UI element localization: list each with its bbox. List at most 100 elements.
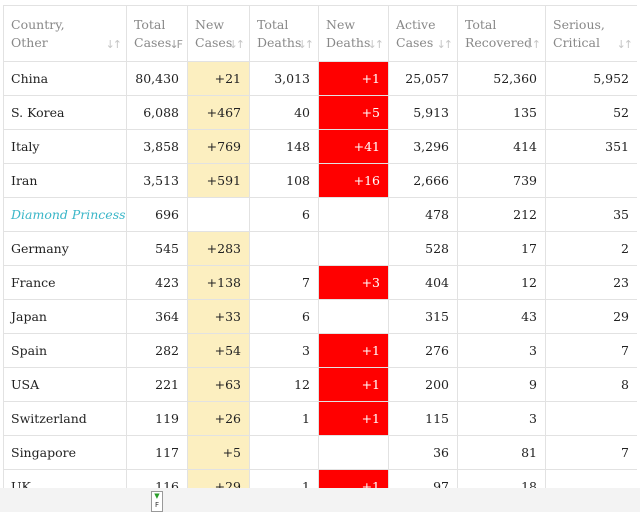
cell-total-cases: 3,858 [126,129,188,164]
filter-icon[interactable]: ▼ F [151,491,163,512]
header-label: Serious, Critical [553,16,637,52]
cell-new-deaths [318,231,389,266]
cell-new-cases: +138 [187,265,250,300]
header-total-cases[interactable]: Total Cases ↓F [126,5,188,62]
cell-total-cases: 80,430 [126,61,188,96]
header-label: New Deaths [326,16,388,52]
cell-total-deaths: 6 [249,197,319,232]
cell-total-recovered: 52,360 [457,61,546,96]
cell-total-cases: 282 [126,333,188,368]
cell-total-deaths: 7 [249,265,319,300]
cell-serious-critical: 8 [545,367,637,402]
header-label-line1: New [326,16,356,32]
cell-serious-critical: 23 [545,265,637,300]
cell-country: Germany [3,231,127,266]
table-row: Italy 3,858 +769 148 +41 3,296 414 351 [3,129,637,164]
cell-new-cases: +283 [187,231,250,266]
sort-icon[interactable]: ↓↑ [524,38,542,51]
cell-total-recovered: 18 [457,469,546,488]
cell-total-deaths: 148 [249,129,319,164]
cell-new-deaths: +1 [318,61,389,96]
cell-total-recovered: 3 [457,401,546,436]
cell-country: Switzerland [3,401,127,436]
header-country[interactable]: Country, Other ↓↑ [3,5,127,62]
table-body: China 80,430 +21 3,013 +1 25,057 52,360 5,952 S.… [3,61,637,488]
header-label: Active Cases [396,16,457,52]
header-label: Total Deaths [257,16,318,52]
funnel-glyph: ▼ [154,492,160,500]
header-label-line1: New [195,16,225,32]
cell-active-cases: 404 [388,265,458,300]
cell-new-deaths: +1 [318,401,389,436]
cell-country: Spain [3,333,127,368]
cell-total-recovered: 3 [457,333,546,368]
header-label: Total Recovered [465,16,545,52]
sort-icon[interactable]: ↓↑ [228,38,246,51]
cell-new-deaths: +16 [318,163,389,198]
sort-icon[interactable]: ↓↑ [297,38,315,51]
table-row: Singapore 117 +5 36 81 7 [3,435,637,470]
cell-country: France [3,265,127,300]
cell-new-cases: +26 [187,401,250,436]
cell-total-cases: 423 [126,265,188,300]
cell-total-deaths: 108 [249,163,319,198]
header-label-line1: Total [134,16,166,32]
header-serious-critical[interactable]: Serious, Critical ↓↑ [545,5,637,62]
cell-new-deaths [318,197,389,232]
cell-country[interactable]: Diamond Princess [3,197,127,232]
cell-new-deaths: +1 [318,333,389,368]
table-row: UK 116 +29 1 +1 97 18 [3,469,637,488]
sort-icon[interactable]: ↓F [169,38,182,51]
cell-active-cases: 315 [388,299,458,334]
table-row: Iran 3,513 +591 108 +16 2,666 739 [3,163,637,198]
header-total-deaths[interactable]: Total Deaths ↓↑ [249,5,319,62]
sort-icon[interactable]: ↓↑ [367,38,385,51]
header-label-line1: Country, [11,16,65,32]
cell-active-cases: 200 [388,367,458,402]
cell-total-deaths [249,231,319,266]
cell-total-cases: 221 [126,367,188,402]
cell-new-deaths: +3 [318,265,389,300]
cell-new-cases: +21 [187,61,250,96]
table-row: Switzerland 119 +26 1 +1 115 3 [3,401,637,436]
cell-serious-critical: 29 [545,299,637,334]
sort-icon[interactable]: ↓↑ [105,38,123,51]
cell-serious-critical: 5,952 [545,61,637,96]
cell-new-deaths [318,435,389,470]
cell-total-deaths: 40 [249,95,319,130]
cell-new-cases: +29 [187,469,250,488]
header-new-cases[interactable]: New Cases ↓↑ [187,5,250,62]
cell-serious-critical: 52 [545,95,637,130]
cell-serious-critical [545,163,637,198]
table-row: Japan 364 +33 6 315 43 29 [3,299,637,334]
table-row: Diamond Princess 696 6 478 212 35 [3,197,637,232]
cell-country: Japan [3,299,127,334]
cell-serious-critical [545,401,637,436]
header-active-cases[interactable]: Active Cases ↓↑ [388,5,458,62]
cell-serious-critical [545,469,637,488]
cell-active-cases: 3,296 [388,129,458,164]
cell-total-cases: 3,513 [126,163,188,198]
header-label-line1: Active [396,16,436,32]
table-row: USA 221 +63 12 +1 200 9 8 [3,367,637,402]
header-total-recovered[interactable]: Total Recovered ↓↑ [457,5,546,62]
cell-total-deaths: 6 [249,299,319,334]
cell-new-deaths: +5 [318,95,389,130]
cell-total-recovered: 212 [457,197,546,232]
header-label: Country, Other [11,16,126,52]
sort-icon[interactable]: ↓↑ [616,38,634,51]
header-new-deaths[interactable]: New Deaths ↓↑ [318,5,389,62]
cell-total-cases: 117 [126,435,188,470]
cell-active-cases: 276 [388,333,458,368]
cell-new-deaths: +41 [318,129,389,164]
cell-serious-critical: 351 [545,129,637,164]
table-row: France 423 +138 7 +3 404 12 23 [3,265,637,300]
header-label-line1: Total [257,16,289,32]
cell-new-cases: +5 [187,435,250,470]
header-label: New Cases [195,16,249,52]
cell-new-deaths: +1 [318,469,389,488]
sort-icon[interactable]: ↓↑ [436,38,454,51]
cell-total-deaths: 3 [249,333,319,368]
cell-total-cases: 364 [126,299,188,334]
table-header-row: Country, Other ↓↑ Total Cases ↓F New Cases ↓↑ Tot… [3,5,637,62]
